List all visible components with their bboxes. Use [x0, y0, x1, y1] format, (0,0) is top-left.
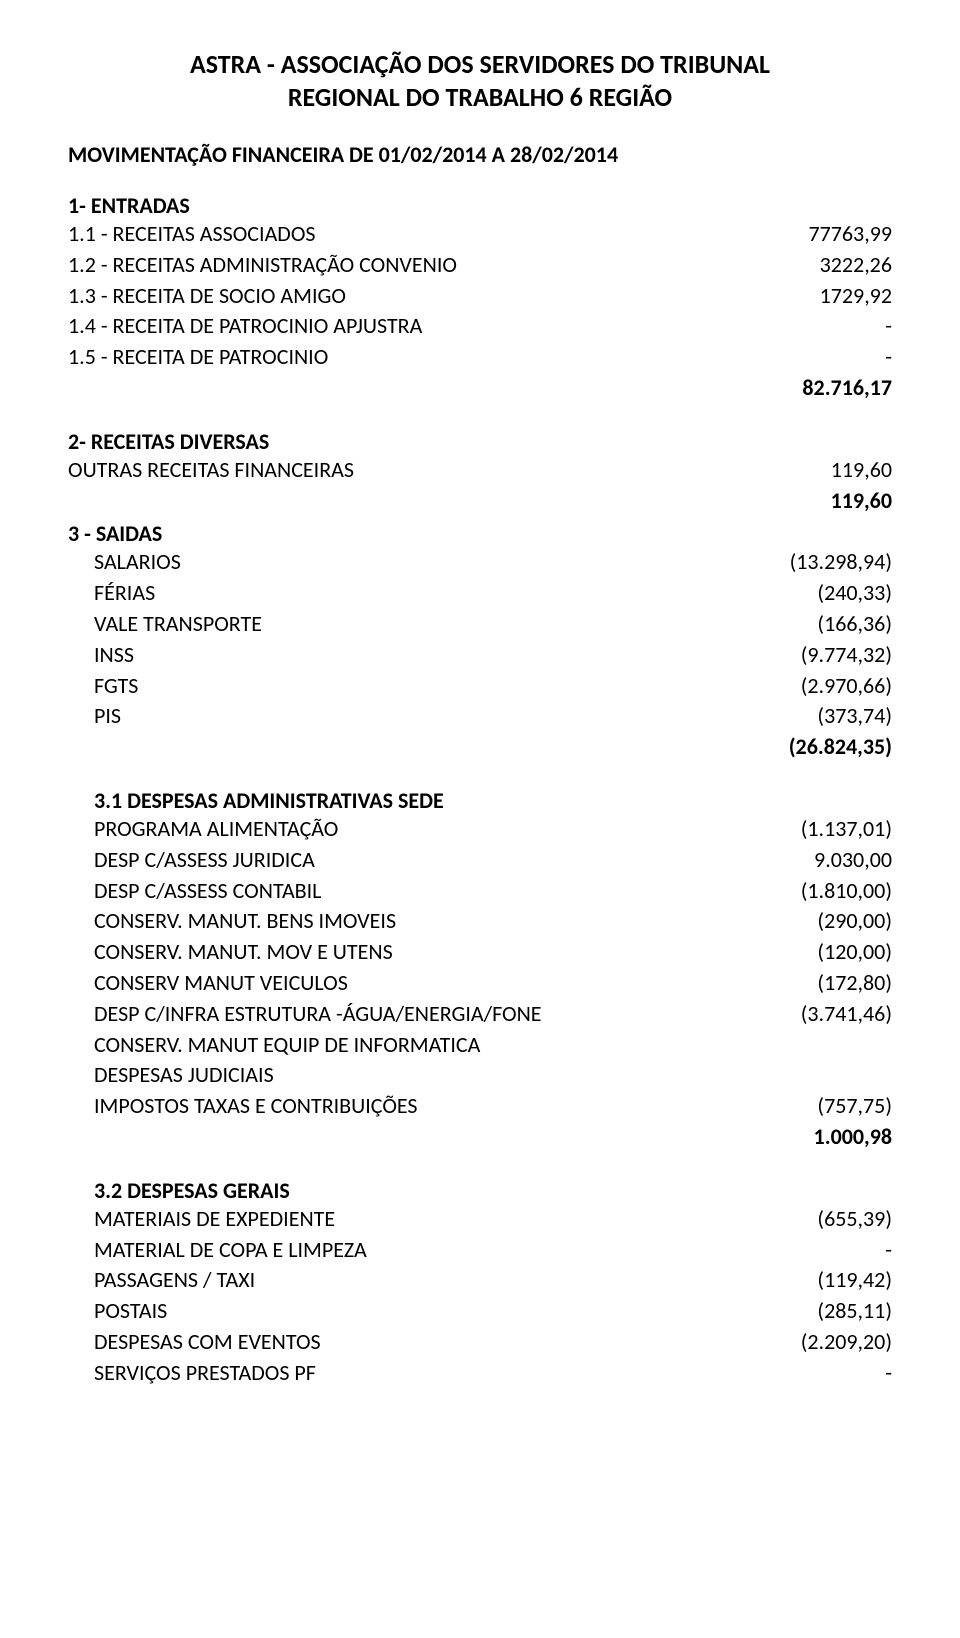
entradas-item-label: 1.2 - RECEITAS ADMINISTRAÇÃO CONVENIO [68, 250, 820, 281]
desp-admin-item-label: CONSERV. MANUT. BENS IMOVEIS [94, 906, 817, 937]
saidas-item-value: (166,36) [817, 609, 892, 640]
desp-gerais-item-label: PASSAGENS / TAXI [94, 1265, 817, 1296]
entradas-item-label: 1.4 - RECEITA DE PATROCINIO APJUSTRA [68, 311, 885, 342]
desp-admin-item-label: DESP C/INFRA ESTRUTURA -ÁGUA/ENERGIA/FON… [94, 999, 801, 1030]
desp-admin-item-value: (120,00) [817, 937, 892, 968]
entradas-item-label: 1.1 - RECEITAS ASSOCIADOS [68, 219, 808, 250]
desp-admin-item-value: 9.030,00 [814, 845, 892, 876]
desp-gerais-item-value: - [885, 1358, 892, 1389]
saidas-item-value: (9.774,32) [801, 640, 892, 671]
desp-admin-item-label: DESP C/ASSESS CONTABIL [94, 876, 801, 907]
desp-admin-item-value: (172,80) [817, 968, 892, 999]
desp-admin-item-label: DESP C/ASSESS JURIDICA [94, 845, 814, 876]
saidas-item-label: FGTS [94, 671, 801, 702]
receitas-diversas-item-value: 119,60 [831, 455, 892, 486]
period-heading: MOVIMENTAÇÃO FINANCEIRA DE 01/02/2014 A … [68, 141, 892, 168]
desp-admin-item-value: (1.137,01) [801, 814, 892, 845]
section-desp-admin-heading: 3.1 DESPESAS ADMINISTRATIVAS SEDE [94, 787, 892, 814]
desp-gerais-item-label: MATERIAL DE COPA E LIMPEZA [94, 1235, 885, 1266]
desp-admin-item-value: (757,75) [817, 1091, 892, 1122]
section-entradas-heading: 1- ENTRADAS [68, 192, 892, 219]
desp-admin-item-label: CONSERV. MANUT EQUIP DE INFORMATICA [94, 1030, 892, 1061]
saidas-item-label: INSS [94, 640, 801, 671]
desp-admin-item-value: (1.810,00) [801, 876, 892, 907]
entradas-item-value: 77763,99 [808, 219, 892, 250]
page: ASTRA - ASSOCIAÇÃO DOS SERVIDORES DO TRI… [0, 0, 960, 1638]
section-saidas-heading: 3 - SAIDAS [68, 520, 892, 547]
desp-admin-item-label: PROGRAMA ALIMENTAÇÃO [94, 814, 801, 845]
desp-admin-item-value: (290,00) [817, 906, 892, 937]
entradas-item-value: 1729,92 [820, 281, 892, 312]
saidas-item-label: PIS [94, 701, 817, 732]
entradas-item-label: 1.3 - RECEITA DE SOCIO AMIGO [68, 281, 820, 312]
desp-gerais-item-value: (285,11) [817, 1296, 892, 1327]
desp-gerais-item-value: - [885, 1235, 892, 1266]
org-title-line1: ASTRA - ASSOCIAÇÃO DOS SERVIDORES DO TRI… [68, 48, 892, 81]
saidas-item-value: (2.970,66) [801, 671, 892, 702]
desp-gerais-item-value: (119,42) [817, 1265, 892, 1296]
saidas-item-label: FÉRIAS [94, 578, 817, 609]
entradas-item-value: 3222,26 [820, 250, 892, 281]
desp-gerais-item-label: DESPESAS COM EVENTOS [94, 1327, 801, 1358]
desp-admin-item-label: CONSERV MANUT VEICULOS [94, 968, 817, 999]
desp-gerais-item-label: MATERIAIS DE EXPEDIENTE [94, 1204, 817, 1235]
desp-admin-item-label: CONSERV. MANUT. MOV E UTENS [94, 937, 817, 968]
section-desp-gerais-heading: 3.2 DESPESAS GERAIS [94, 1177, 892, 1204]
desp-gerais-item-label: SERVIÇOS PRESTADOS PF [94, 1358, 885, 1389]
entradas-item-label: 1.5 - RECEITA DE PATROCINIO [68, 342, 885, 373]
entradas-item-value: - [885, 311, 892, 342]
desp-gerais-item-value: (2.209,20) [801, 1327, 892, 1358]
saidas-item-value: (240,33) [817, 578, 892, 609]
desp-admin-item-value: (3.741,46) [801, 999, 892, 1030]
desp-gerais-item-value: (655,39) [817, 1204, 892, 1235]
desp-admin-item-label: IMPOSTOS TAXAS E CONTRIBUIÇÕES [94, 1091, 817, 1122]
receitas-diversas-item-label: OUTRAS RECEITAS FINANCEIRAS [68, 455, 831, 486]
saidas-item-value: (373,74) [817, 701, 892, 732]
receitas-diversas-subtotal: 119,60 [831, 486, 892, 517]
saidas-subtotal: (26.824,35) [789, 732, 892, 763]
section-receitas-diversas-heading: 2- RECEITAS DIVERSAS [68, 428, 892, 455]
entradas-item-value: - [885, 342, 892, 373]
saidas-item-value: (13.298,94) [790, 547, 892, 578]
entradas-subtotal: 82.716,17 [802, 373, 892, 404]
desp-admin-subtotal: 1.000,98 [814, 1122, 892, 1153]
saidas-item-label: SALARIOS [94, 547, 790, 578]
saidas-item-label: VALE TRANSPORTE [94, 609, 817, 640]
desp-gerais-item-label: POSTAIS [94, 1296, 817, 1327]
desp-admin-item-label: DESPESAS JUDICIAIS [94, 1060, 892, 1091]
org-title-line2: REGIONAL DO TRABALHO 6 REGIÃO [68, 81, 892, 114]
